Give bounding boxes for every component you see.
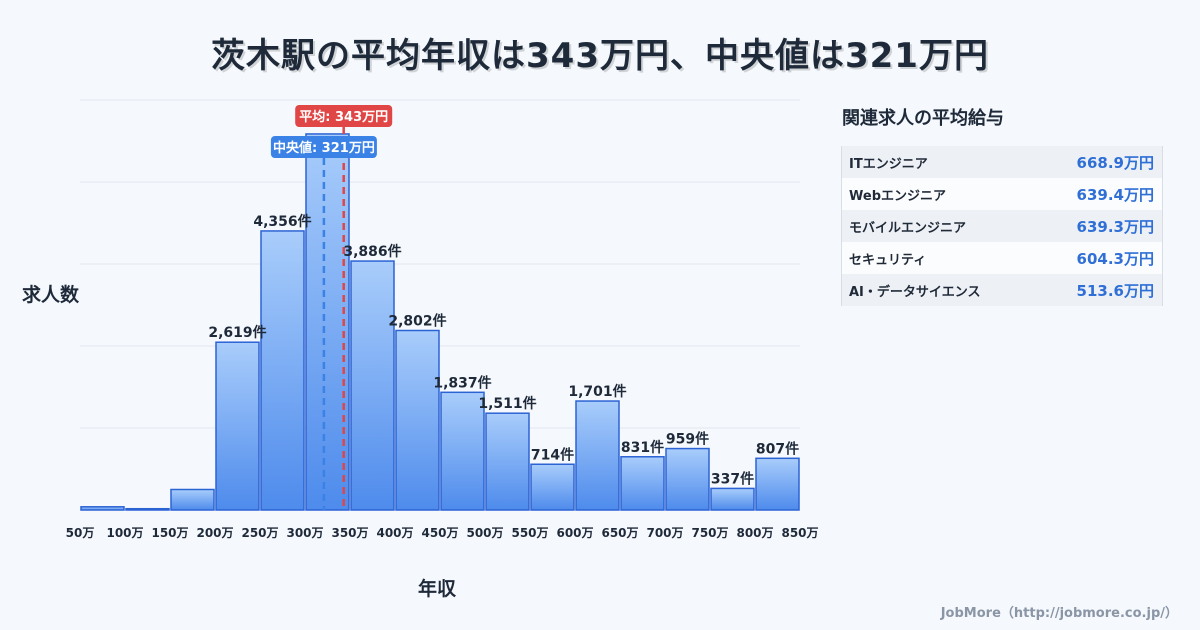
mean-badge-label: 平均: 343万円 [299,109,388,125]
histogram-bar [575,400,620,511]
job-name: モバイルエンジニア [849,220,967,236]
bar-value-label: 3,886件 [343,243,401,260]
bar-value-label: 2,802件 [388,312,446,329]
job-name: Webエンジニア [849,188,946,204]
bars [80,133,800,511]
related-job-row[interactable]: AI・データサイエンス 513.6万円 [842,274,1162,306]
job-salary: 668.9万円 [1076,153,1154,172]
bar-value-label: 831件 [621,439,664,456]
histogram-bar [215,341,260,511]
job-name: ITエンジニア [849,156,928,172]
job-name: AI・データサイエンス [849,284,981,300]
bar-value-label: 807件 [756,440,799,457]
x-tick-label: 850万 [781,526,818,540]
bar-value-label: 1,837件 [433,374,491,391]
bar-value-label: 337件 [711,470,754,487]
median-badge: 中央値: 321万円 [270,136,377,158]
x-tick-label: 350万 [331,526,368,540]
related-job-row[interactable]: セキュリティ 604.3万円 [842,242,1162,274]
bar-labels: 2,619件 4,356件 3,886件 2,802件 1,837件 1,511件 714件… [208,213,799,487]
histogram-bar [80,506,125,511]
x-tick-label: 450万 [421,526,458,540]
histogram-bar [485,412,530,511]
footer-credit[interactable]: JobMore（http://jobmore.co.jp/） [940,606,1178,621]
histogram-bar [125,507,170,511]
histogram-bar [665,447,710,511]
x-tick-label: 500万 [466,526,503,540]
job-salary: 513.6万円 [1076,281,1154,300]
job-salary: 604.3万円 [1076,249,1154,268]
x-tick-label: 650万 [601,526,638,540]
histogram-bar [710,487,755,511]
x-tick-label: 750万 [691,526,728,540]
related-job-row[interactable]: ITエンジニア 668.9万円 [842,146,1162,178]
histogram-bar [530,463,575,511]
related-job-row[interactable]: Webエンジニア 639.4万円 [842,178,1162,210]
histogram-bar [170,488,215,511]
related-job-row[interactable]: モバイルエンジニア 639.3万円 [842,210,1162,242]
histogram-bar [620,456,665,511]
histogram-bar [395,329,440,511]
job-salary: 639.3万円 [1076,217,1154,236]
median-badge-label: 中央値: 321万円 [273,140,375,156]
histogram-bar [755,457,800,511]
job-salary: 639.4万円 [1076,185,1154,204]
x-tick-label: 150万 [151,526,188,540]
bar-value-label: 959件 [666,431,709,448]
bar-value-label: 714件 [531,446,574,463]
histogram-bar [260,230,305,511]
x-axis-label: 年収 [418,578,457,600]
bar-value-label: 4,356件 [253,213,311,230]
mean-badge: 平均: 343万円 [295,105,393,127]
x-tick-label: 200万 [196,526,233,540]
related-jobs-title: 関連求人の平均給与 [842,108,1004,129]
x-tick-label: 50万 [66,526,95,540]
x-tick-label: 100万 [106,526,143,540]
x-axis-ticks: 50万 100万 150万 200万 250万 300万 350万 400万 450万 500万 5… [66,526,819,540]
x-tick-label: 550万 [511,526,548,540]
x-tick-label: 300万 [286,526,323,540]
x-tick-label: 700万 [646,526,683,540]
related-jobs-table: ITエンジニア 668.9万円 Webエンジニア 639.4万円 モバイルエンジ… [841,146,1163,306]
bar-value-label: 1,511件 [478,395,536,412]
histogram-bar [305,133,350,511]
bar-value-label: 2,619件 [208,324,266,341]
y-axis-label: 求人数 [22,284,80,306]
x-tick-label: 400万 [376,526,413,540]
page-title: 茨木駅の平均年収は343万円、中央値は321万円 [211,36,989,76]
job-name: セキュリティ [849,252,927,268]
x-tick-label: 250万 [241,526,278,540]
x-tick-label: 600万 [556,526,593,540]
histogram-bar [350,260,395,511]
histogram-bar [440,391,485,511]
x-tick-label: 800万 [736,526,773,540]
bar-value-label: 1,701件 [568,383,626,400]
